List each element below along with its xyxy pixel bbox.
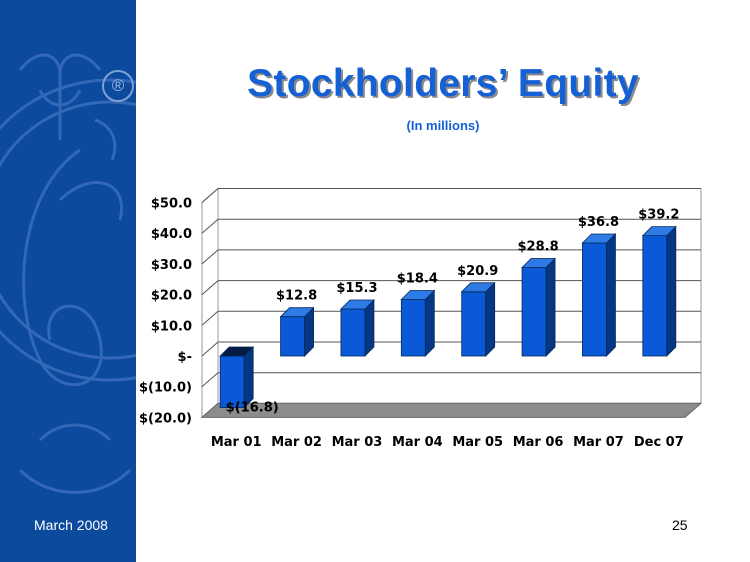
bar-front — [582, 242, 607, 357]
y-tick-label: $(10.0) — [139, 381, 192, 396]
bar-top — [641, 226, 677, 237]
data-label: $28.8 — [518, 240, 559, 255]
y-tick-label: $30.0 — [151, 258, 192, 273]
x-tick-label: Dec 07 — [634, 435, 684, 450]
bar-front — [461, 291, 487, 357]
bar — [400, 289, 436, 357]
footer-date: March 2008 — [34, 517, 108, 533]
sidebar-panel: ® March 2008 — [0, 0, 136, 562]
bar-front — [280, 316, 305, 357]
gridline — [201, 249, 701, 265]
bar — [339, 299, 375, 357]
x-tick-label: Mar 04 — [392, 435, 443, 450]
y-tick-label: $50.0 — [151, 197, 192, 212]
bar-top — [279, 307, 315, 318]
gridline — [201, 188, 701, 203]
x-tick-label: Mar 03 — [332, 435, 383, 450]
bar-side — [545, 257, 556, 357]
bar — [581, 233, 617, 357]
y-tick-label: $20.0 — [151, 289, 192, 304]
y-tick-label: $10.0 — [151, 319, 192, 334]
data-label: $36.8 — [578, 215, 619, 230]
slide-title: Stockholders’ Equity — [247, 62, 639, 105]
plot-side-wall — [201, 187, 219, 419]
data-label: $15.3 — [336, 281, 377, 296]
bar-side — [424, 289, 435, 357]
data-label: $(16.8) — [226, 401, 279, 416]
bar-side — [485, 281, 496, 357]
x-tick-label: Mar 01 — [211, 435, 262, 450]
data-label: $18.4 — [397, 272, 438, 287]
bar-side — [364, 299, 375, 357]
data-label: $20.9 — [457, 264, 498, 279]
slide-subtitle: (In millions) — [406, 118, 480, 133]
registered-trademark-icon: ® — [102, 70, 134, 102]
bar — [219, 346, 255, 409]
bar-front — [340, 308, 366, 357]
y-tick-label: $(20.0) — [139, 411, 192, 426]
bar-top — [400, 290, 436, 300]
y-tick-label: $- — [178, 350, 192, 365]
bar-side — [606, 233, 616, 357]
bar-front — [642, 235, 668, 357]
bar-top — [339, 299, 375, 310]
bar-top — [460, 282, 496, 293]
x-tick-label: Mar 05 — [452, 435, 503, 450]
x-tick-label: Mar 06 — [513, 435, 564, 450]
gridline — [201, 218, 701, 234]
bar-front — [400, 299, 426, 357]
bar-side — [666, 225, 677, 357]
bar — [641, 225, 677, 357]
data-label: $12.8 — [276, 289, 317, 304]
page-number: 25 — [672, 517, 688, 533]
bar — [521, 257, 557, 357]
bar — [279, 306, 315, 357]
bar-front — [219, 355, 245, 408]
bar-top — [521, 258, 557, 268]
bar-top — [581, 233, 617, 244]
bar-side — [243, 346, 254, 409]
x-tick-label: Mar 07 — [573, 435, 624, 450]
gridline — [201, 372, 701, 388]
data-label: $39.2 — [638, 208, 679, 223]
bar — [460, 281, 496, 357]
x-tick-label: Mar 02 — [271, 435, 322, 450]
bar-front — [521, 267, 547, 357]
y-tick-label: $40.0 — [151, 227, 192, 242]
chart-floor — [200, 402, 703, 418]
bar-top — [219, 346, 255, 357]
